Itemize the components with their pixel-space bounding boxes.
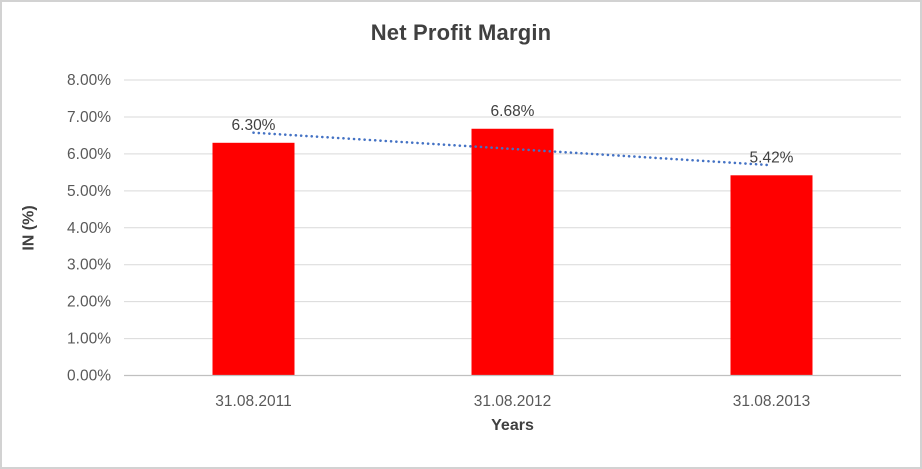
y-axis-title-wrap: IN (%) [10, 80, 50, 376]
y-tick-label: 5.00% [67, 183, 111, 200]
bar [471, 128, 554, 376]
y-tick-label: 1.00% [67, 331, 111, 348]
trendline [252, 131, 773, 167]
x-tick-label: 31.08.2013 [733, 393, 811, 410]
y-tick-label: 6.00% [67, 146, 111, 163]
bar [212, 142, 295, 376]
bar [730, 175, 813, 376]
y-tick-label: 2.00% [67, 294, 111, 311]
y-tick-label: 4.00% [67, 220, 111, 237]
y-tick-label: 7.00% [67, 109, 111, 126]
bar-data-label: 6.30% [232, 117, 276, 134]
y-axis-title: IN (%) [21, 205, 39, 251]
y-tick-label: 0.00% [67, 368, 111, 385]
x-tick-label: 31.08.2011 [215, 393, 291, 410]
y-tick-label: 8.00% [67, 72, 111, 89]
y-tick-label: 3.00% [67, 257, 111, 274]
bar-data-label: 5.42% [750, 149, 794, 166]
chart-title: Net Profit Margin [370, 20, 552, 45]
bar-data-label: 6.68% [491, 103, 535, 120]
x-tick-label: 31.08.2012 [474, 393, 552, 410]
x-axis-title: Years [491, 417, 534, 434]
